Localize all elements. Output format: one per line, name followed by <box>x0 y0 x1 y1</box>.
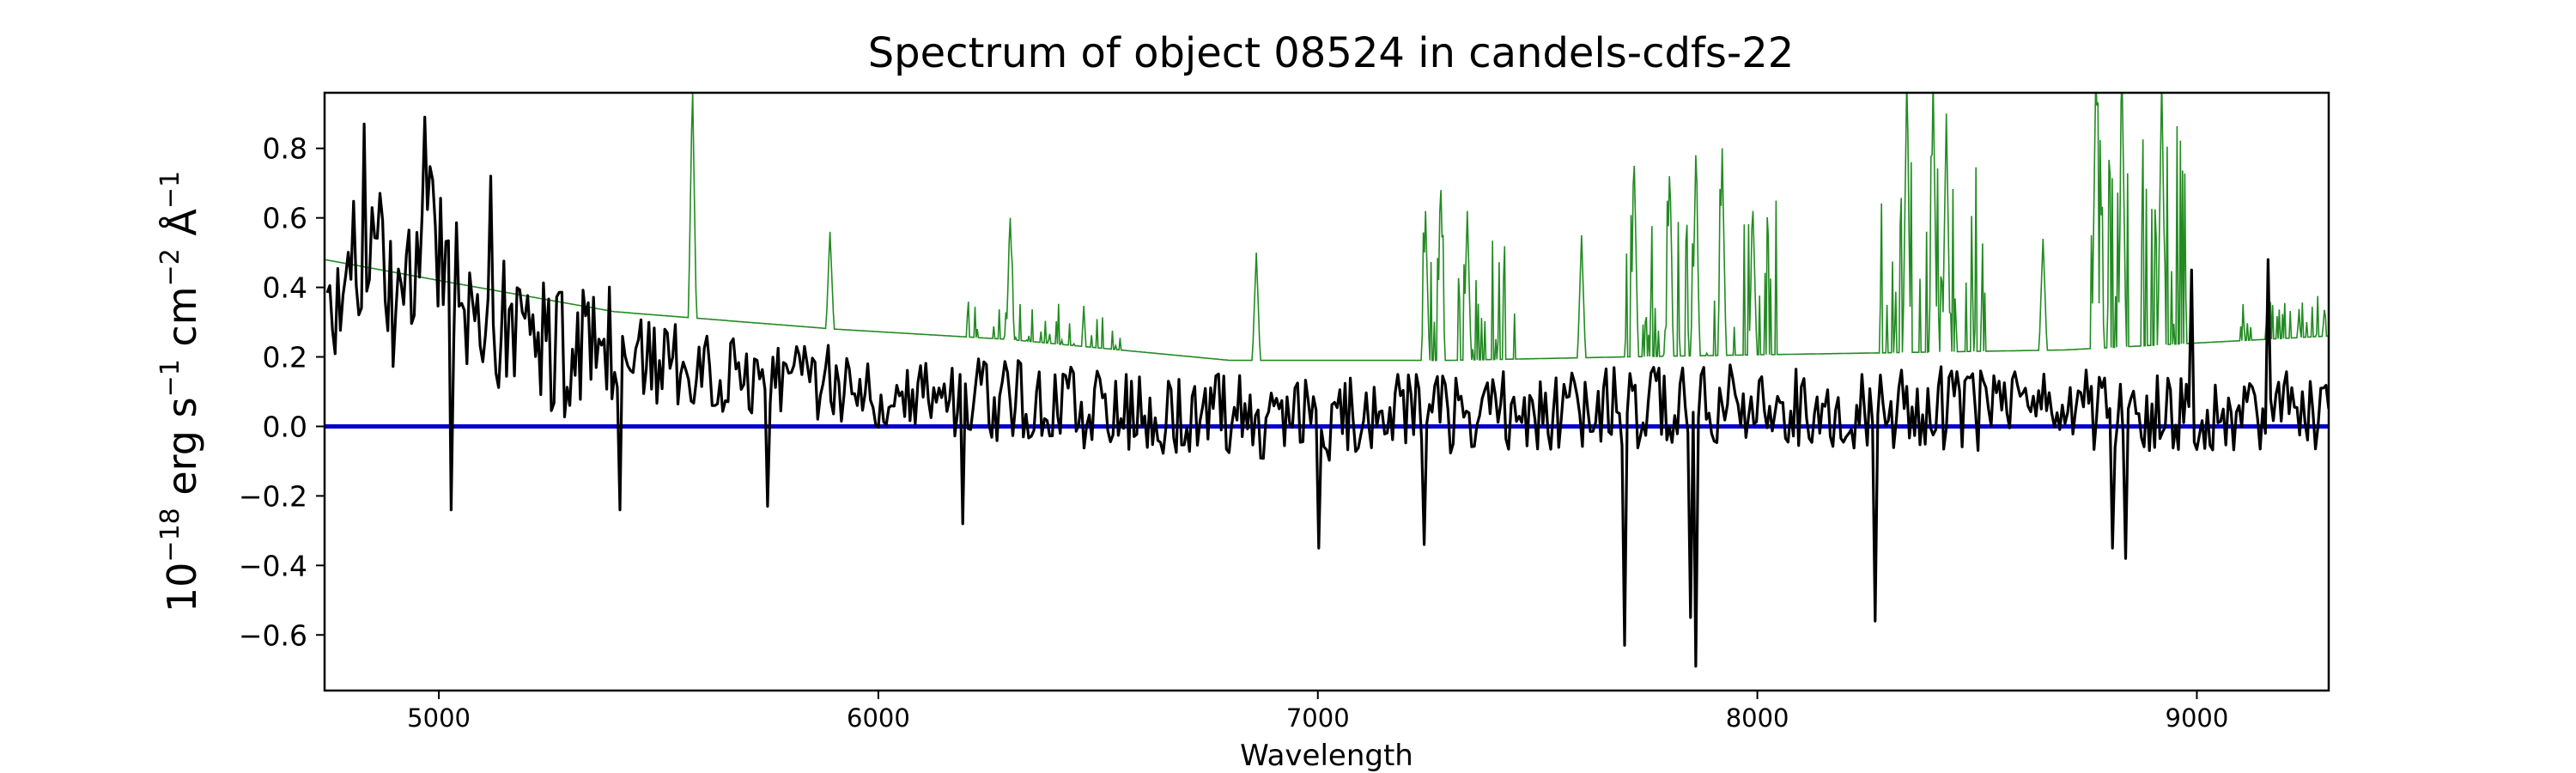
chart-title: Spectrum of object 08524 in candels-cdfs… <box>868 29 1795 77</box>
y-label-unit2: cm <box>159 286 205 359</box>
x-tick-label: 6000 <box>847 703 910 733</box>
x-tick-label: 8000 <box>1726 703 1789 733</box>
y-label-unit2-exp: −2 <box>155 248 185 286</box>
y-label-base-exp: −18 <box>155 508 185 562</box>
plot-frame <box>323 91 2330 692</box>
y-label-unit3-exp: −1 <box>155 171 185 209</box>
x-tick-label: 7000 <box>1286 703 1350 733</box>
y-label-unit3: Å <box>159 209 205 249</box>
y-tick-label: 0.8 <box>263 132 307 166</box>
flux-spectrum-line <box>325 115 2329 668</box>
y-tick-label: −0.4 <box>239 549 307 582</box>
y-tick-label: −0.6 <box>239 618 307 652</box>
x-tick-label: 9000 <box>2166 703 2229 733</box>
y-tick-label: 0.6 <box>263 202 307 235</box>
y-axis: −0.6 −0.4 −0.2 0.0 0.2 0.4 0.6 0.8 <box>239 132 325 652</box>
plot-area <box>325 93 2329 668</box>
error-spectrum-line <box>325 93 2329 362</box>
y-tick-label: 0.0 <box>263 410 307 443</box>
x-tick-label: 5000 <box>407 703 471 733</box>
x-axis: 5000 6000 7000 8000 9000 <box>407 691 2228 733</box>
y-label-unit1: erg s <box>159 397 205 508</box>
y-tick-label: −0.2 <box>239 479 307 513</box>
y-label-unit1-exp: −1 <box>155 359 185 397</box>
y-tick-label: 0.4 <box>263 271 307 305</box>
y-axis-label: 10−18 erg s−1 cm−2 Å−1 <box>155 171 205 612</box>
y-tick-label: 0.2 <box>263 341 307 374</box>
y-label-base: 10 <box>159 563 205 613</box>
x-axis-label: Wavelength <box>1240 739 1413 773</box>
